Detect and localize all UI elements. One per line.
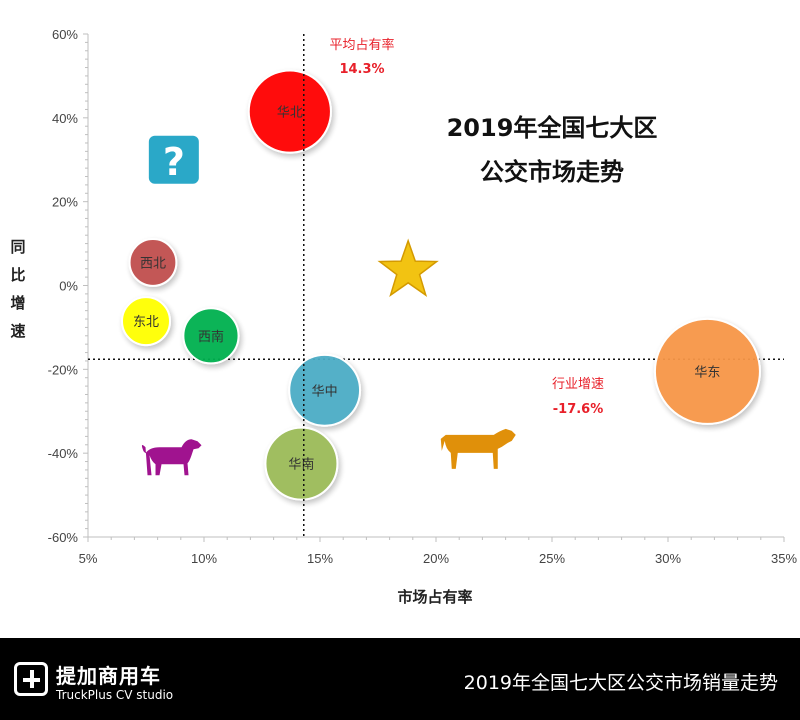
brand-name-en: TruckPlus CV studio	[56, 688, 174, 702]
truckplus-logo-icon	[14, 662, 48, 696]
y-tick-label: -40%	[48, 446, 79, 461]
x-tick-label: 20%	[423, 551, 449, 566]
bubble-chart: 60% 40% 20% 0% -20% -40% -60%5% 10% 15% 20% 25% 30%…	[10, 27, 798, 606]
bubble-华南: 华南	[264, 426, 339, 501]
bubble-circle	[121, 296, 171, 347]
y-tick-label: 0%	[59, 279, 78, 294]
bubble-label: 西南	[198, 329, 224, 345]
x-tick-label: 5%	[79, 551, 98, 566]
x-axis-title: 市场占有率	[397, 588, 472, 606]
bubble-西南: 西南	[182, 307, 240, 365]
bubble-circle	[247, 69, 332, 154]
x-tick-label: 25%	[539, 551, 565, 566]
bubble-华东: 华东	[653, 317, 761, 425]
x-tick-label: 10%	[191, 551, 217, 566]
axes: 60% 40% 20% 0% -20% -40% -60%5% 10% 15% 20% 25% 30%…	[48, 27, 798, 566]
bubble-华北: 华北	[247, 69, 332, 154]
bubble-circle	[264, 426, 339, 501]
y-tick-label: 60%	[52, 27, 78, 42]
bubble-label: 华南	[288, 457, 314, 473]
cow-icon	[440, 428, 516, 469]
question-mark-icon: ?	[148, 135, 199, 184]
industry-growth-value: -17.6%	[553, 402, 604, 417]
star-icon	[377, 238, 439, 297]
avg-share-value: 14.3%	[339, 62, 384, 77]
bubble-label: 华东	[694, 365, 720, 380]
bubble-label: 东北	[133, 315, 159, 330]
chart-title-line-2: 公交市场走势	[480, 158, 624, 186]
footer-bar: 提加商用车 TruckPlus CV studio 2019年全国七大区公交市场…	[0, 638, 800, 720]
dog-shape	[141, 439, 202, 476]
bubble-label: 华北	[277, 106, 303, 121]
question-glyph: ?	[163, 140, 185, 184]
dog-icon	[141, 439, 202, 476]
brand-name-cn: 提加商用车	[56, 664, 161, 688]
bubble-circle	[288, 353, 362, 427]
decorations: ?	[141, 135, 516, 476]
y-tick-label: -60%	[48, 530, 79, 545]
y-tick-label: -20%	[48, 362, 79, 377]
y-tick-label: 40%	[52, 111, 78, 126]
reference-lines	[88, 34, 784, 537]
bubble-西北: 西北	[128, 238, 178, 287]
bubble-circle	[653, 317, 761, 425]
x-tick-label: 35%	[771, 551, 797, 566]
bubble-label: 西北	[140, 256, 166, 271]
bubble-circle	[182, 307, 240, 365]
x-tick-label: 30%	[655, 551, 681, 566]
y-tick-label: 20%	[52, 195, 78, 210]
question-box	[148, 135, 199, 184]
bubble-circle	[128, 238, 178, 287]
bubble-华中: 华中	[288, 353, 362, 427]
footer-caption: 2019年全国七大区公交市场销量走势	[463, 672, 778, 694]
cow-shape	[440, 428, 516, 469]
x-tick-label: 15%	[307, 551, 333, 566]
bubble-label: 华中	[312, 384, 338, 399]
y-axis-title: 同比增速	[10, 238, 25, 340]
industry-growth-label: 行业增速	[552, 377, 604, 392]
chart-title-line-1: 2019年全国七大区	[447, 114, 658, 142]
bubble-东北: 东北	[121, 296, 171, 347]
star-shape	[377, 238, 439, 297]
avg-share-label: 平均占有率	[329, 37, 394, 53]
